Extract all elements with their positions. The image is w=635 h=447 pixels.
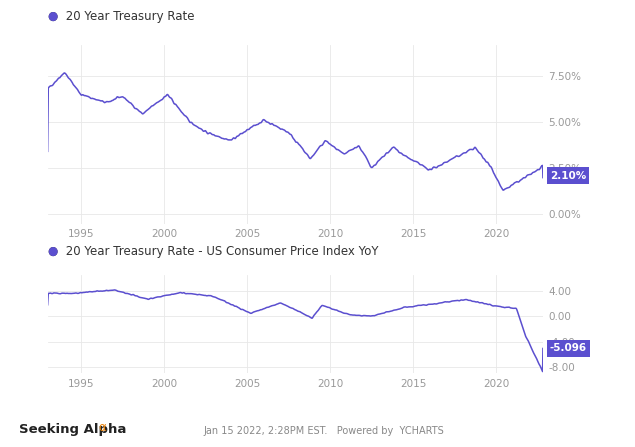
Text: Seeking Alpha: Seeking Alpha	[19, 423, 126, 436]
Text: Jan 15 2022, 2:28PM EST.   Powered by  YCHARTS: Jan 15 2022, 2:28PM EST. Powered by YCHA…	[203, 426, 444, 436]
Text: ●  20 Year Treasury Rate - US Consumer Price Index YoY: ● 20 Year Treasury Rate - US Consumer Pr…	[48, 245, 378, 258]
Text: ●: ●	[48, 10, 58, 23]
Text: ●  20 Year Treasury Rate: ● 20 Year Treasury Rate	[48, 10, 194, 23]
Text: 2.10%: 2.10%	[550, 171, 586, 181]
Text: -5.096: -5.096	[550, 343, 587, 354]
Text: α: α	[98, 422, 106, 434]
Text: ●: ●	[48, 245, 58, 258]
